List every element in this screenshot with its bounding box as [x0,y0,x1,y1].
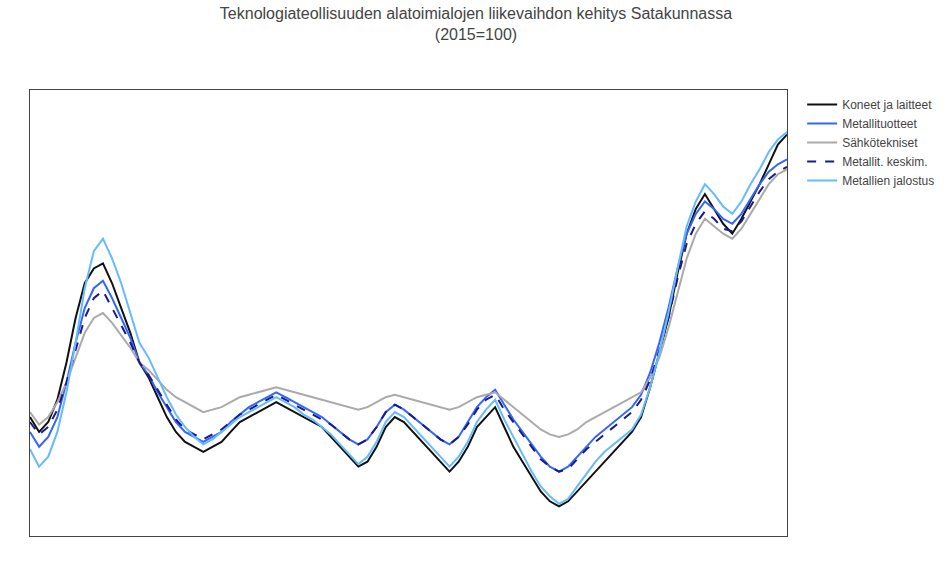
svg-text:Metallit. keskim.: Metallit. keskim. [842,155,927,169]
svg-text:Sähkötekniset: Sähkötekniset [842,136,918,150]
svg-text:Metallien jalostus: Metallien jalostus [842,174,934,188]
svg-text:Teknologiateollisuuden alatoim: Teknologiateollisuuden alatoimialojen li… [220,5,732,43]
svg-text:Metallituotteet: Metallituotteet [842,117,917,131]
svg-text:Koneet ja laitteet: Koneet ja laitteet [842,98,932,112]
